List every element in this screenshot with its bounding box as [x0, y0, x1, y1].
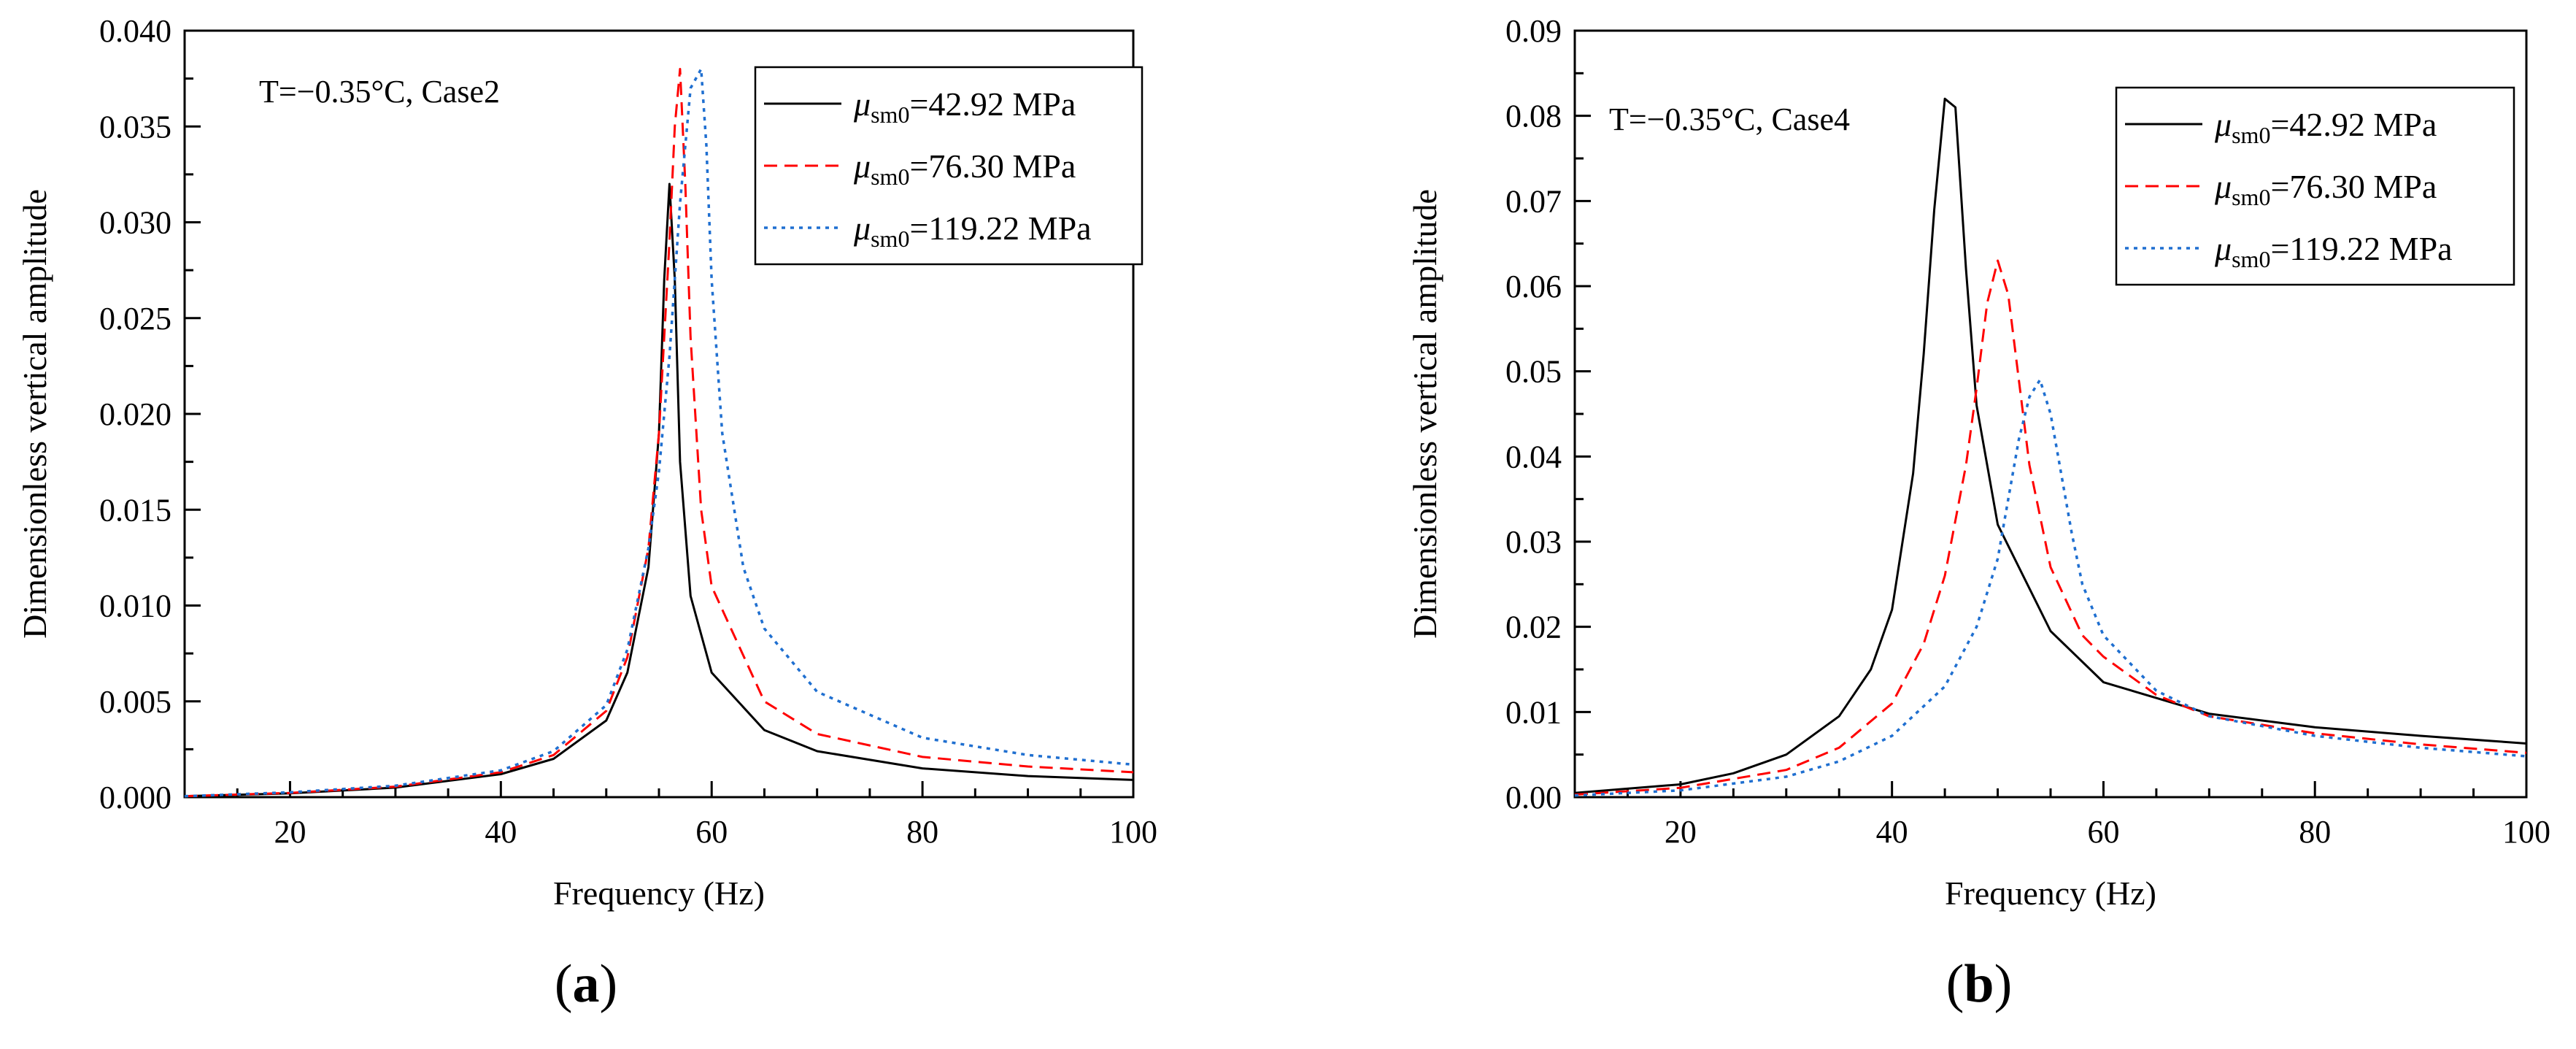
- y-tick-label: 0.025: [99, 301, 171, 337]
- chart-panel-b: 20 40 60 80 100 0.00 0.01 0.02 0.03 0.04 0.05 0.06 0…: [1406, 13, 2550, 912]
- y-tick-label: 0.035: [99, 109, 171, 145]
- series-line-2: [184, 68, 1134, 798]
- legend: μsm0=42.92 MPa μsm0=76.30 MPa μsm0=119.22 …: [2115, 86, 2515, 286]
- x-tick-label: 20: [1665, 814, 1697, 850]
- x-tick-label: 40: [1876, 814, 1908, 850]
- series-line-1: [184, 182, 1134, 798]
- x-tick-label: 100: [1109, 814, 1157, 850]
- y-tick-label: 0.02: [1505, 610, 1562, 645]
- y-tick-label: 0.020: [99, 396, 171, 432]
- y-tick-label: 0.08: [1505, 99, 1562, 134]
- series-line-2: [1574, 259, 2527, 796]
- y-tick-label: 0.005: [99, 684, 171, 720]
- panel-label-a: (a): [555, 954, 617, 1014]
- y-tick-label: 0.015: [99, 492, 171, 528]
- chart-annotation: T=−0.35°C, Case2: [259, 74, 500, 109]
- y-axis-title: Dimensionless vertical amplitude: [1406, 189, 1443, 639]
- x-tick-label: 60: [695, 814, 728, 850]
- legend-label-2: μsm0=76.30 MPa: [2214, 168, 2437, 210]
- x-axis-title: Frequency (Hz): [1945, 875, 2156, 912]
- legend: μsm0=42.92 MPa μsm0=76.30 MPa μsm0=119.22 …: [754, 66, 1144, 266]
- y-tick-label: 0.00: [1505, 780, 1562, 815]
- chart-panel-a: 20 40 60 80 100 0.000 0.005 0.010 0.015 0.020 0.02…: [16, 13, 1157, 912]
- legend-label-1: μsm0=42.92 MPa: [2214, 106, 2437, 148]
- y-tick-label: 0.04: [1505, 439, 1562, 474]
- y-tick-label: 0.05: [1505, 354, 1562, 390]
- y-tick-label: 0.07: [1505, 183, 1562, 219]
- y-tick-label: 0.000: [99, 780, 171, 815]
- series-line-3: [184, 67, 1134, 798]
- legend-label-2: μsm0=76.30 MPa: [853, 147, 1076, 190]
- y-tick-label: 0.03: [1505, 524, 1562, 560]
- y-tick-label: 0.01: [1505, 694, 1562, 730]
- x-tick-label: 80: [906, 814, 938, 850]
- legend-label-1: μsm0=42.92 MPa: [853, 85, 1076, 128]
- x-axis-title: Frequency (Hz): [553, 875, 765, 912]
- x-tick-label: 80: [2299, 814, 2331, 850]
- y-tick-label: 0.030: [99, 205, 171, 241]
- y-axis-title: Dimensionless vertical amplitude: [16, 189, 53, 639]
- y-tick-label: 0.09: [1505, 13, 1562, 49]
- x-tick-label: 100: [2502, 814, 2550, 850]
- legend-label-3: μsm0=119.22 MPa: [2214, 230, 2453, 272]
- chart-annotation: T=−0.35°C, Case4: [1609, 101, 1850, 137]
- y-tick-label: 0.010: [99, 588, 171, 624]
- legend-box: [2115, 86, 2515, 286]
- x-tick-label: 20: [274, 814, 306, 850]
- legend-box: [754, 66, 1144, 266]
- series-line-3: [1574, 378, 2527, 797]
- x-tick-label: 40: [485, 814, 517, 850]
- y-tick-label: 0.040: [99, 13, 171, 49]
- x-tick-label: 60: [2087, 814, 2119, 850]
- panel-label-b: (b): [1946, 954, 2012, 1014]
- legend-label-3: μsm0=119.22 MPa: [853, 210, 1092, 252]
- y-tick-label: 0.06: [1505, 269, 1562, 304]
